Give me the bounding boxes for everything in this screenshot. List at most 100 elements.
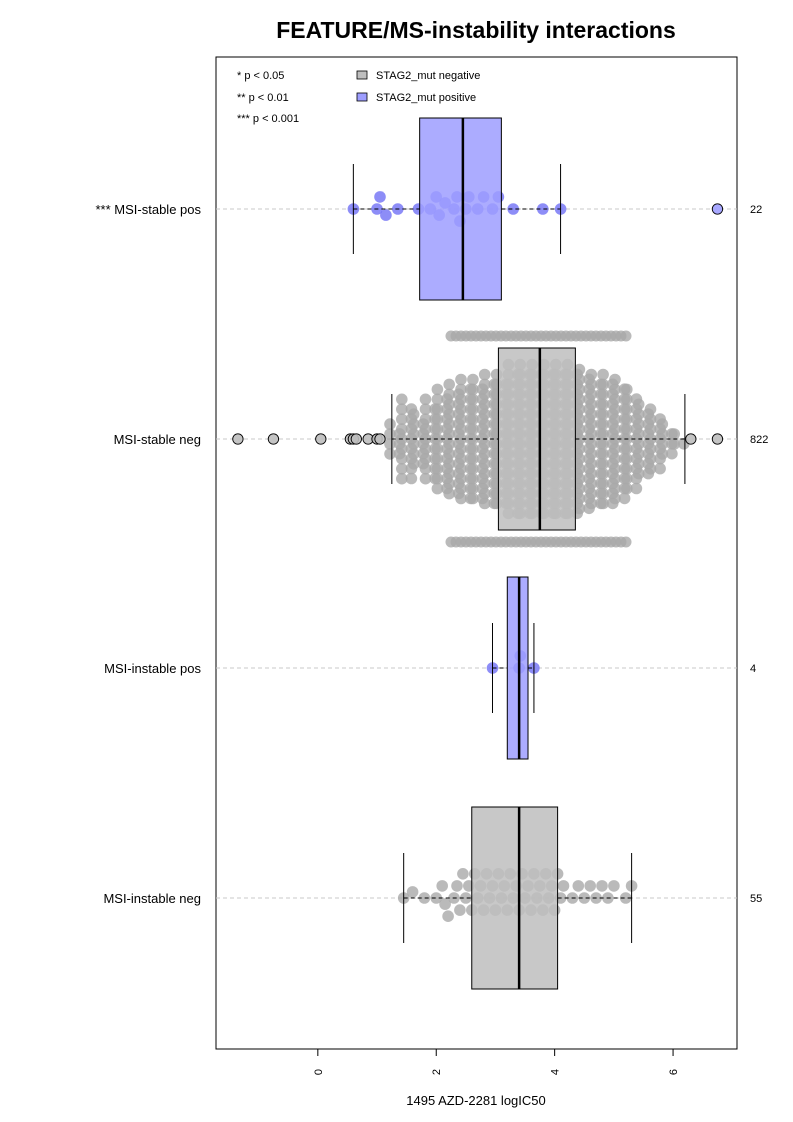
data-point: [585, 438, 598, 450]
outlier-point: [315, 433, 327, 445]
data-point: [407, 408, 420, 421]
data-point: [455, 373, 467, 386]
data-point: [443, 487, 456, 500]
box: [506, 576, 529, 760]
data-point: [431, 423, 444, 435]
data-point: [455, 443, 467, 455]
data-point: [597, 398, 609, 411]
x-axis: 0 2 4 6: [313, 1048, 680, 1075]
data-point: [597, 448, 609, 460]
grid-lines: [216, 208, 737, 899]
data-point: [668, 438, 680, 450]
x-tick-label: 4: [550, 1069, 562, 1075]
data-point: [443, 458, 456, 470]
data-point: [455, 413, 467, 426]
data-point: [454, 904, 466, 916]
data-point: [455, 453, 467, 465]
data-point: [431, 383, 444, 396]
data-point: [443, 398, 456, 411]
data-point: [436, 880, 449, 892]
data-point: [384, 428, 396, 440]
data-point: [384, 448, 396, 460]
data-point: [467, 472, 479, 485]
outlier-point: [350, 433, 362, 445]
data-point: [467, 463, 479, 475]
data-point: [597, 428, 609, 440]
legend: * p < 0.05 ** p < 0.01 *** p < 0.001 STA…: [237, 70, 480, 125]
data-point: [407, 448, 420, 460]
box: [471, 806, 559, 990]
data-point: [443, 408, 456, 421]
data-point: [644, 443, 657, 455]
data-point: [384, 418, 396, 430]
data-point: [396, 413, 408, 426]
data-point: [572, 880, 585, 892]
data-point: [430, 892, 443, 904]
data-point: [406, 886, 419, 898]
data-point: [455, 463, 467, 475]
data-point: [407, 418, 420, 430]
data-point: [467, 492, 479, 505]
data-point: [467, 443, 479, 455]
legend-label-negative: STAG2_mut negative: [376, 70, 480, 82]
data-point: [597, 418, 609, 430]
data-point: [609, 393, 621, 406]
data-point: [407, 458, 420, 470]
data-point: [609, 472, 621, 485]
data-point: [419, 453, 432, 465]
data-point: [632, 398, 645, 411]
data-point: [419, 433, 432, 445]
data-point: [597, 408, 609, 421]
sig-legend-2: ** p < 0.01: [237, 92, 289, 104]
data-point: [656, 438, 669, 450]
data-point: [656, 428, 669, 440]
data-point: [457, 868, 469, 880]
group-count: 822: [750, 434, 768, 446]
data-point: [597, 458, 609, 470]
data-point: [597, 388, 609, 401]
data-point: [478, 458, 491, 470]
data-point: [621, 393, 633, 406]
data-point: [507, 203, 519, 215]
data-point: [431, 403, 444, 416]
data-point: [609, 463, 621, 475]
data-point: [573, 363, 586, 376]
data-point: [443, 378, 456, 391]
data-point: [584, 880, 596, 892]
data-point: [585, 368, 598, 381]
data-point: [621, 423, 633, 435]
data-point: [573, 383, 586, 396]
sig-legend-1: * p < 0.05: [237, 70, 284, 82]
data-point: [431, 393, 444, 406]
outlier-point: [374, 433, 386, 445]
data-point: [467, 482, 479, 495]
data-point: [396, 472, 408, 485]
legend-swatch-positive: [356, 92, 368, 102]
group-label: MSI-instable pos: [104, 661, 201, 676]
data-point: [609, 423, 621, 435]
data-point: [431, 482, 444, 495]
data-point: [467, 383, 479, 396]
data-point: [585, 467, 598, 480]
data-point: [478, 487, 491, 500]
data-point: [621, 403, 633, 416]
group-label: MSI-stable neg: [114, 432, 201, 447]
data-point: [644, 463, 657, 475]
data-point: [443, 418, 456, 430]
data-point: [418, 892, 431, 904]
data-point: [455, 403, 467, 416]
outlier-point: [711, 203, 724, 215]
data-point: [621, 443, 633, 455]
data-point: [451, 880, 463, 892]
data-point: [419, 472, 432, 485]
data-point: [478, 477, 491, 490]
data-point: [597, 438, 609, 450]
data-point: [632, 448, 645, 460]
group-count: 4: [750, 663, 756, 675]
data-point: [621, 453, 633, 465]
data-point: [630, 482, 643, 495]
data-point: [442, 910, 454, 922]
data-point: [644, 423, 657, 435]
data-point: [644, 433, 657, 445]
